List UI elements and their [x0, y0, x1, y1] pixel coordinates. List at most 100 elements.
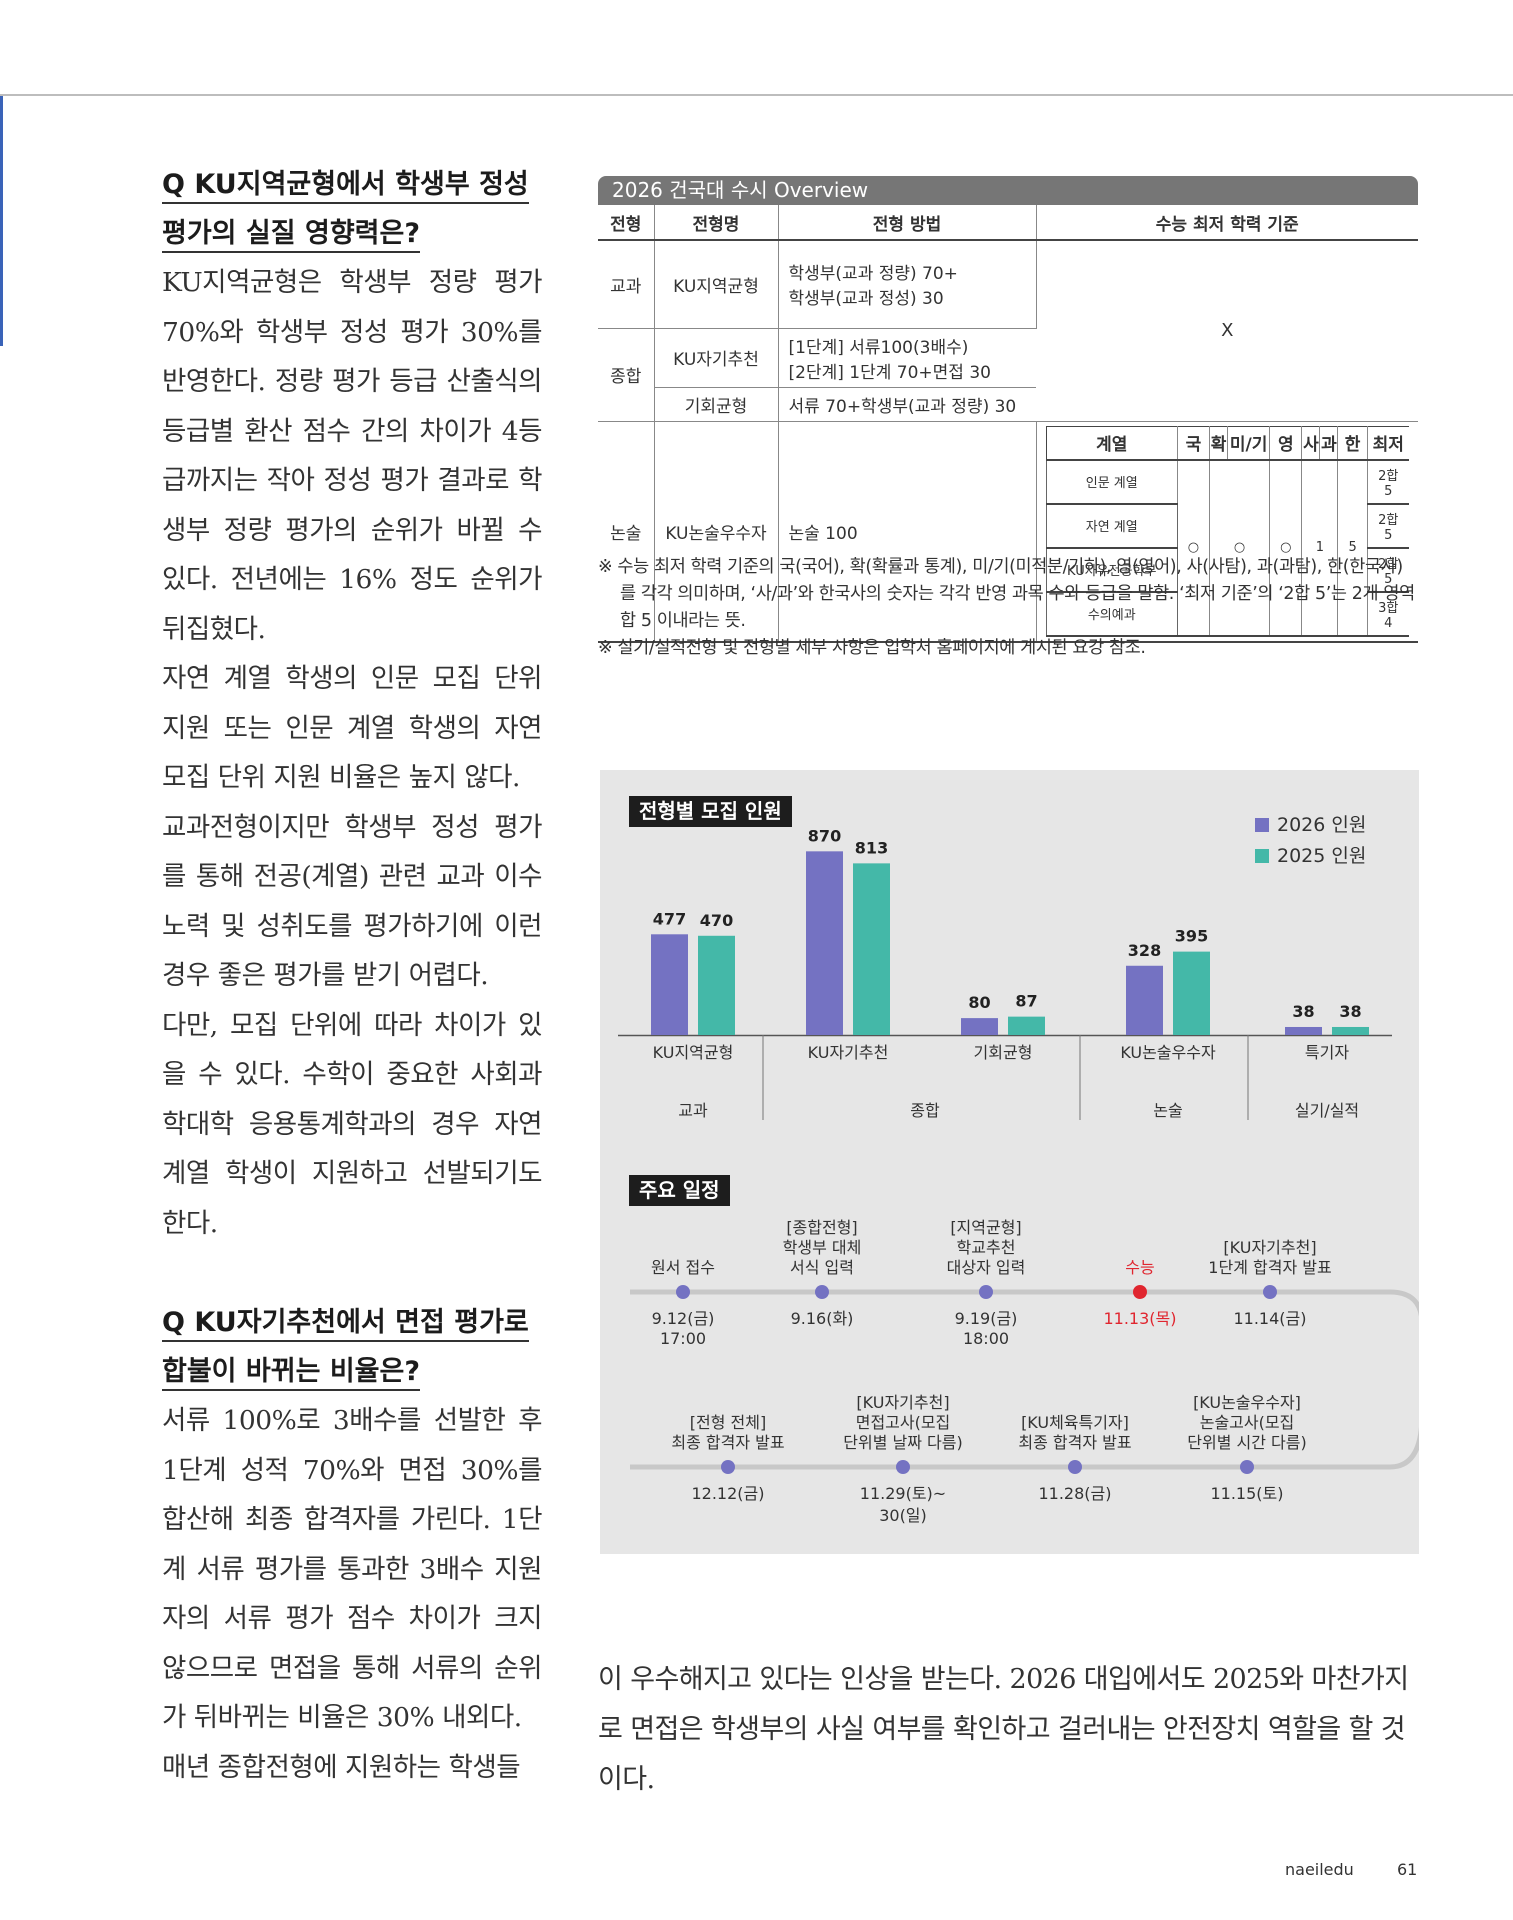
mini-mark: 5 — [1337, 459, 1368, 637]
bar-2025-4 — [1332, 1026, 1369, 1035]
answer-5-paragraph: 서류 100%로 3배수를 선발한 후 1단계 성적 70%와 면접 30%를 … — [162, 1405, 543, 1733]
event-date: 11.28(금) — [1038, 1484, 1111, 1503]
cell-method: 논술 100 — [778, 421, 1037, 643]
note-1: ※ 수능 최저 학력 기준의 국(국어), 확(확률과 통계), 미/기(미적분… — [598, 557, 1415, 631]
mini-group: 자연 계열 — [1045, 503, 1178, 549]
data-label: 813 — [855, 838, 888, 857]
chart-schedule-panel: 477 870 80 328 38 470 813 87 395 38 KU지역균형 KU자기추천 기회… — [600, 770, 1419, 1554]
overview-table-box: 2026 건국대 수시 Overview 전형 전형명 전형 방법 수능 최저 … — [598, 176, 1418, 643]
cell-name: 기회균형 — [654, 387, 779, 422]
bar-2025-0 — [698, 935, 735, 1035]
data-label: 870 — [808, 826, 841, 845]
group-label: 교과 — [678, 1101, 708, 1120]
mini-group: 수의예과 — [1045, 591, 1178, 637]
cell-type: 종합 — [598, 328, 655, 422]
event-date: 12.12(금) — [691, 1484, 764, 1503]
event-label: 원서 접수 — [651, 1258, 715, 1277]
event-dot — [1133, 1285, 1147, 1299]
cell-type: 교과 — [598, 240, 655, 329]
data-label: 38 — [1292, 1002, 1314, 1021]
legend-label: 2025 인원 — [1277, 845, 1367, 867]
footer-brand: naeiledu — [1285, 1860, 1354, 1879]
question-2-line-1: Q KU자기추천에서 면접 평가로 — [162, 1307, 529, 1342]
event-label: 서식 입력 — [790, 1258, 854, 1277]
chart-title: 전형별 모집 인원 — [629, 796, 792, 827]
data-label: 470 — [700, 911, 733, 930]
category-label: 특기자 — [1305, 1043, 1349, 1062]
cell-type: 논술 — [598, 421, 655, 643]
header-name: 전형명 — [654, 205, 779, 241]
chart-legend: 2026 인원 2025 인원 — [1255, 810, 1366, 872]
data-label: 38 — [1339, 1002, 1361, 1021]
mini-header: 한 — [1337, 425, 1368, 461]
header-method: 전형 방법 — [778, 205, 1037, 241]
event-dot — [896, 1460, 910, 1474]
page-number: 61 — [1397, 1860, 1418, 1879]
event-label: [KU논술우수자] — [1193, 1393, 1301, 1412]
header-type: 전형 — [598, 205, 655, 241]
event-label: 단위별 날짜 다름) — [843, 1433, 962, 1452]
event-label: [전형 전체] — [690, 1413, 766, 1432]
event-label: 논술고사(모집 — [1200, 1413, 1295, 1432]
minimum-subtable: 계열 국 확 미/기 영 사 과 한 최저 인문 계열 ○ ○ ○ — [1045, 425, 1409, 637]
event-date: 11.14(금) — [1233, 1309, 1306, 1328]
event-date: 11.15(토) — [1210, 1484, 1283, 1503]
question-1-line-2: 평가의 실질 영향력은? — [162, 218, 421, 253]
answer-6-paragraph: 매년 종합전형에 지원하는 학생들 — [162, 1751, 521, 1783]
event-label: [지역균형] — [950, 1218, 1021, 1237]
event-label: 단위별 시간 다름) — [1187, 1433, 1306, 1452]
bar-2026-4 — [1285, 1026, 1322, 1035]
category-label: KU지역균형 — [653, 1043, 734, 1062]
bar-2025-3 — [1173, 951, 1210, 1035]
mini-min: 2합 5 — [1366, 459, 1409, 505]
mini-mark: ○ — [1176, 459, 1211, 637]
data-label: 395 — [1175, 927, 1208, 946]
event-date: 17:00 — [660, 1329, 706, 1348]
answer-2-paragraph: 자연 계열 학생의 인문 모집 단위 지원 또는 인문 계열 학생의 자연 모집… — [162, 663, 543, 793]
event-label: [KU자기추천] — [1223, 1238, 1316, 1257]
cell-name: KU지역균형 — [654, 240, 779, 329]
event-label: 학생부 대체 — [783, 1238, 862, 1257]
mini-group: 인문 계열 — [1045, 459, 1178, 505]
mini-min: 2합 5 — [1366, 547, 1409, 593]
event-date: 11.29(토)~ — [860, 1484, 946, 1503]
event-dot — [721, 1460, 735, 1474]
bar-2026-2 — [961, 1018, 998, 1035]
mini-header: 영 — [1269, 425, 1303, 461]
event-dot — [1240, 1460, 1254, 1474]
cell-minimum-table: 계열 국 확 미/기 영 사 과 한 최저 인문 계열 ○ ○ ○ — [1036, 421, 1418, 643]
mini-header: 확 — [1209, 425, 1229, 461]
cell-method: 학생부(교과 정량) 70+ 학생부(교과 정성) 30 — [778, 240, 1037, 329]
legend-swatch — [1255, 849, 1269, 863]
bar-2026-0 — [651, 934, 688, 1035]
overview-header-row: 전형 전형명 전형 방법 수능 최저 학력 기준 — [598, 205, 1418, 241]
event-label: [KU자기추천] — [856, 1393, 949, 1412]
cell-method: 서류 70+학생부(교과 정량) 30 — [778, 387, 1036, 422]
event-label: 대상자 입력 — [947, 1258, 1026, 1277]
mini-mark: 1 — [1301, 459, 1339, 637]
event-date: 9.16(화) — [791, 1309, 854, 1328]
mini-min: 3합 4 — [1366, 591, 1409, 637]
cell-method: [1단계] 서류100(3배수) [2단계] 1단계 70+면접 30 — [778, 328, 1036, 388]
table-row: 종합 KU자기추천 [1단계] 서류100(3배수) [2단계] 1단계 70+… — [598, 328, 1418, 422]
category-label: KU논술우수자 — [1120, 1043, 1216, 1062]
event-dot — [815, 1285, 829, 1299]
table-row: 기회균형 서류 70+학생부(교과 정량) 30 — [598, 387, 1418, 422]
mini-header: 미/기 — [1227, 425, 1271, 461]
bar-2026-1 — [806, 851, 843, 1035]
category-label: 기회균형 — [974, 1043, 1033, 1062]
mini-group: KU자유전공학부 — [1045, 547, 1178, 593]
event-date: 9.19(금) — [955, 1309, 1018, 1328]
answer-3-paragraph: 교과전형이지만 학생부 정성 평가를 통해 전공(계열) 관련 교과 이수 노력… — [162, 811, 543, 992]
event-label: 최종 합격자 발표 — [1018, 1433, 1131, 1452]
top-rule — [0, 94, 1513, 96]
overview-title: 2026 건국대 수시 Overview — [598, 176, 1418, 205]
data-label: 87 — [1015, 992, 1037, 1011]
note-2: ※ 실기/실적전형 및 전형별 세부 사항은 입학처 홈페이지에 게시된 요강 … — [598, 638, 1146, 658]
method-line: 학생부(교과 정성) 30 — [788, 289, 944, 310]
group-label: 실기/실적 — [1295, 1101, 1359, 1120]
event-dot — [676, 1285, 690, 1299]
data-label: 80 — [968, 993, 990, 1012]
header-minimum: 수능 최저 학력 기준 — [1036, 205, 1418, 241]
data-label: 328 — [1128, 941, 1161, 960]
